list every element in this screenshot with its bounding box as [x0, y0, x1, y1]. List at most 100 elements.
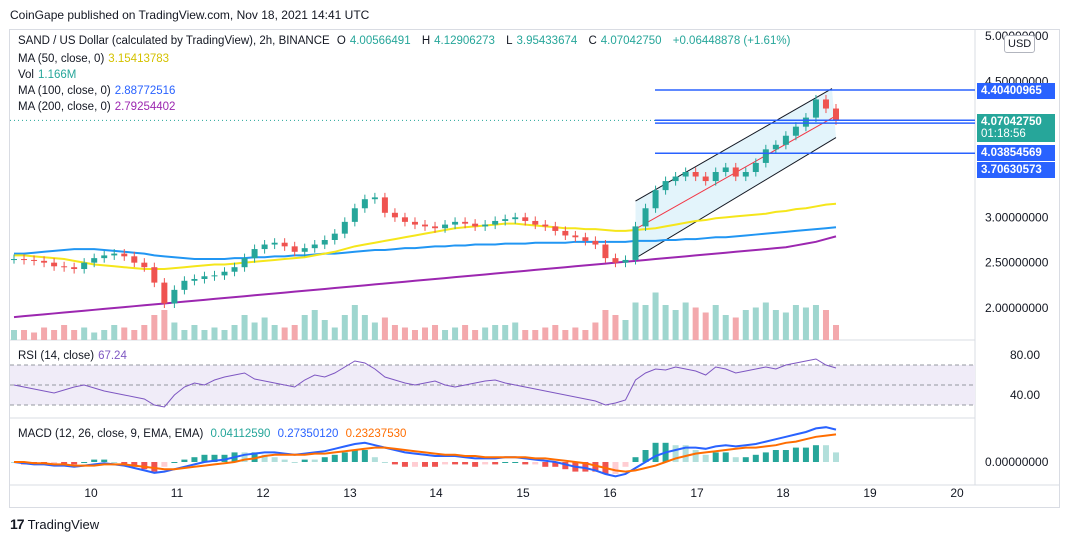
macd-histogram-bar — [532, 462, 539, 465]
macd-histogram-bar — [632, 457, 639, 462]
candle-body — [592, 240, 599, 245]
macd-histogram-bar — [482, 462, 489, 465]
macd-histogram-bar — [712, 452, 719, 462]
macd-histogram-bar — [802, 447, 809, 462]
macd-histogram-bar — [762, 452, 769, 462]
currency-button[interactable]: USD — [1004, 35, 1036, 53]
volume-bar — [522, 330, 529, 340]
candle-body — [692, 172, 699, 177]
macd-histogram-bar — [472, 462, 479, 467]
volume-bar — [41, 327, 48, 340]
macd-histogram-bar — [411, 462, 418, 467]
candle-body — [572, 235, 579, 238]
candle-body — [391, 212, 398, 218]
macd-pane — [11, 426, 839, 478]
macd-histogram-bar — [672, 445, 679, 462]
price-tag-mid: 4.03854569 — [977, 145, 1055, 161]
volume-bar — [672, 310, 679, 340]
candle-body — [411, 221, 418, 225]
rsi-legend: RSI (14, close) 67.24 — [18, 350, 127, 362]
time-tick: 10 — [84, 486, 98, 500]
volume-bar — [411, 330, 418, 340]
macd-legend: MACD (12, 26, close, 9, EMA, EMA) 0.0411… — [18, 428, 407, 440]
candle-body — [21, 259, 28, 261]
candle-body — [91, 258, 98, 263]
candle-body — [552, 226, 559, 231]
candle-body — [422, 224, 428, 227]
volume-bar — [81, 327, 88, 340]
candle-body — [331, 233, 338, 240]
macd-histogram-bar — [442, 462, 449, 465]
volume-bar — [472, 330, 479, 340]
volume-bar — [592, 322, 599, 340]
candle-body — [291, 246, 298, 252]
ohlc-low: L 3.95433674 — [506, 35, 578, 47]
macd-histogram-bar — [492, 462, 499, 465]
volume-bar — [742, 310, 749, 340]
time-tick: 15 — [516, 486, 530, 500]
candle-body — [251, 249, 258, 259]
candle-body — [371, 197, 378, 200]
macd-histogram-bar — [71, 462, 78, 465]
volume-bar — [261, 317, 268, 340]
macd-histogram-bar — [702, 454, 709, 462]
macd-histogram-bar — [833, 452, 839, 462]
candle-body — [622, 259, 629, 263]
macd-histogram-bar — [351, 450, 358, 462]
candle-body — [542, 224, 549, 227]
candle-body — [121, 253, 128, 257]
volume-bar — [131, 330, 138, 340]
macd-histogram-bar — [161, 462, 168, 467]
volume-bar — [722, 315, 729, 340]
candle-body — [642, 208, 649, 227]
macd-histogram-bar — [131, 462, 138, 467]
volume-bar — [712, 305, 719, 340]
macd-histogram-bar — [321, 457, 328, 462]
candle-body — [151, 267, 158, 283]
macd-histogram-bar — [331, 454, 338, 462]
volume-bar — [151, 315, 158, 340]
macd-line — [13, 426, 837, 478]
volume-bar — [632, 302, 639, 340]
macd-tick: 0.00000000 — [985, 455, 1049, 469]
ohlc-change: +0.06448878 (+1.61%) — [672, 35, 791, 47]
candle-body — [381, 197, 388, 213]
volume-bar — [351, 305, 358, 340]
volume-bar — [61, 325, 68, 340]
candle-body — [802, 117, 809, 127]
volume-bar — [401, 327, 408, 340]
candle-body — [602, 244, 609, 259]
time-tick: 16 — [603, 486, 617, 500]
ma200-line — [13, 235, 837, 319]
candle-body — [512, 217, 519, 220]
volume-bar — [281, 327, 288, 340]
volume-bar — [662, 305, 669, 340]
volume-bar — [221, 330, 228, 340]
candle-body — [211, 275, 218, 277]
volume-bar — [341, 315, 348, 340]
volume-bar — [432, 325, 439, 340]
candle-body — [31, 259, 38, 261]
candle-body — [812, 99, 819, 118]
candle-body — [261, 244, 268, 250]
macd-histogram-bar — [301, 459, 308, 462]
candle-body — [462, 221, 469, 224]
footer: 17 TradingView — [10, 516, 99, 532]
candle-body — [833, 108, 839, 121]
time-tick: 17 — [690, 486, 704, 500]
volume-bar — [331, 327, 338, 340]
candle-body — [752, 162, 759, 172]
volume-bar — [642, 305, 649, 340]
moving-averages — [13, 202, 837, 319]
macd-histogram-bar — [562, 462, 569, 470]
price-tick: 3.00000000 — [985, 210, 1049, 224]
macd-histogram-bar — [81, 462, 88, 463]
volume-bar — [211, 327, 218, 340]
volume-bar — [381, 317, 388, 340]
macd-histogram-bar — [291, 462, 298, 463]
volume-bar — [201, 330, 208, 340]
volume-bar — [502, 325, 509, 340]
macd-histogram-bar — [271, 457, 278, 462]
candle-body — [361, 199, 368, 209]
